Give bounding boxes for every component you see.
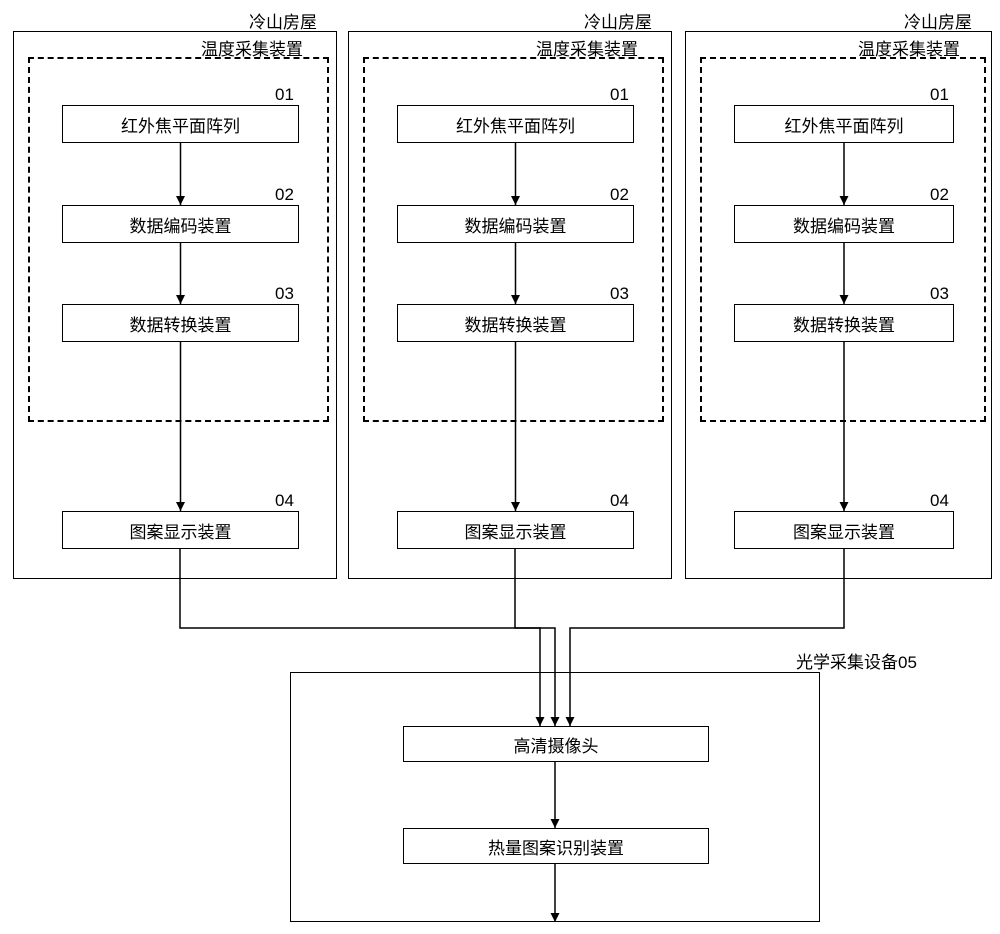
node-03: 数据转换装置 (397, 304, 634, 342)
node-id-label: 01 (610, 85, 629, 105)
node-03: 数据转换装置 (62, 304, 299, 342)
column-title: 冷山房屋 (584, 8, 652, 33)
node-id-label: 02 (610, 185, 629, 205)
node-01: 红外焦平面阵列 (397, 105, 634, 143)
node-04: 图案显示装置 (62, 511, 299, 549)
optical-node: 高清摄像头 (403, 726, 709, 762)
node-id-label: 01 (930, 85, 949, 105)
node-id-label: 04 (610, 491, 629, 511)
column-title: 冷山房屋 (904, 8, 972, 33)
node-01: 红外焦平面阵列 (734, 105, 954, 143)
node-04: 图案显示装置 (734, 511, 954, 549)
column-title: 冷山房屋 (249, 8, 317, 33)
node-02: 数据编码装置 (397, 205, 634, 243)
optical-node: 热量图案识别装置 (403, 828, 709, 864)
optical-box (290, 672, 820, 922)
node-04: 图案显示装置 (397, 511, 634, 549)
node-03: 数据转换装置 (734, 304, 954, 342)
node-id-label: 02 (930, 185, 949, 205)
optical-title: 光学采集设备05 (796, 648, 917, 673)
node-02: 数据编码装置 (734, 205, 954, 243)
node-id-label: 01 (275, 85, 294, 105)
node-01: 红外焦平面阵列 (62, 105, 299, 143)
node-id-label: 04 (930, 491, 949, 511)
node-02: 数据编码装置 (62, 205, 299, 243)
node-id-label: 02 (275, 185, 294, 205)
node-id-label: 03 (275, 284, 294, 304)
node-id-label: 04 (275, 491, 294, 511)
node-id-label: 03 (930, 284, 949, 304)
node-id-label: 03 (610, 284, 629, 304)
